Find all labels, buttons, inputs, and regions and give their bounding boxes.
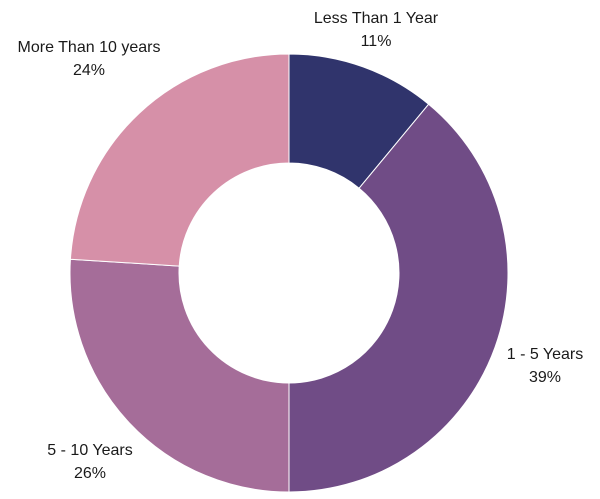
slice-category-label: 5 - 10 Years bbox=[47, 442, 132, 459]
donut-slices bbox=[69, 53, 509, 493]
slice-category-label: Less Than 1 Year bbox=[314, 10, 439, 27]
slice-4 bbox=[69, 53, 290, 267]
slice-value-label: 11% bbox=[361, 33, 392, 50]
slice-value-label: 26% bbox=[74, 465, 106, 482]
slice-labels: Less Than 1 Year 11% 1 - 5 Years 39% 5 - 10 … bbox=[18, 10, 584, 482]
slice-value-label: 39% bbox=[529, 369, 561, 386]
slice-2 bbox=[288, 103, 509, 493]
slice-category-label: 1 - 5 Years bbox=[507, 346, 584, 363]
slice-3 bbox=[69, 258, 290, 493]
slice-value-label: 24% bbox=[73, 62, 105, 79]
slice-category-label: More Than 10 years bbox=[18, 39, 161, 56]
